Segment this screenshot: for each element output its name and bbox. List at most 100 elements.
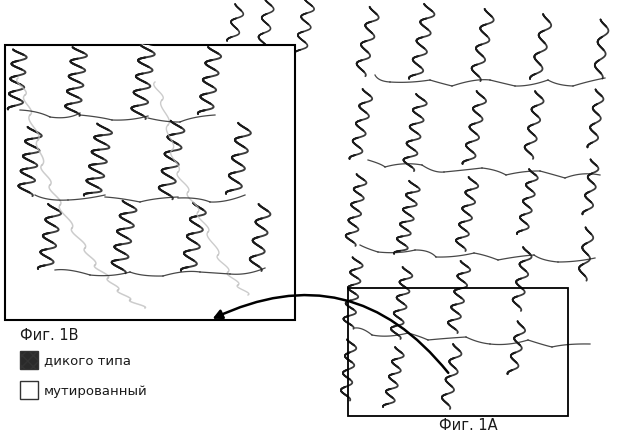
Polygon shape bbox=[93, 185, 98, 186]
Polygon shape bbox=[582, 212, 589, 214]
Polygon shape bbox=[202, 95, 210, 96]
Polygon shape bbox=[412, 129, 419, 131]
Polygon shape bbox=[589, 179, 595, 180]
Polygon shape bbox=[516, 281, 524, 282]
Polygon shape bbox=[539, 36, 547, 38]
Polygon shape bbox=[139, 114, 142, 115]
Polygon shape bbox=[227, 191, 236, 193]
Polygon shape bbox=[228, 39, 234, 41]
Polygon shape bbox=[525, 146, 533, 148]
Polygon shape bbox=[235, 140, 247, 142]
Polygon shape bbox=[520, 264, 528, 267]
Polygon shape bbox=[466, 144, 475, 146]
Polygon shape bbox=[264, 210, 268, 211]
Polygon shape bbox=[527, 150, 532, 152]
Polygon shape bbox=[184, 254, 196, 256]
Polygon shape bbox=[466, 212, 470, 214]
Polygon shape bbox=[199, 111, 207, 113]
Polygon shape bbox=[584, 244, 588, 245]
Polygon shape bbox=[266, 0, 273, 2]
Polygon shape bbox=[522, 326, 523, 327]
Polygon shape bbox=[449, 383, 453, 385]
Polygon shape bbox=[404, 161, 413, 163]
Polygon shape bbox=[356, 125, 365, 127]
Polygon shape bbox=[10, 95, 21, 96]
Polygon shape bbox=[27, 191, 28, 192]
Polygon shape bbox=[70, 61, 83, 62]
Polygon shape bbox=[401, 222, 408, 224]
Polygon shape bbox=[521, 215, 527, 217]
Polygon shape bbox=[392, 361, 399, 362]
Polygon shape bbox=[355, 276, 358, 277]
Polygon shape bbox=[530, 170, 538, 172]
Polygon shape bbox=[472, 180, 477, 181]
Polygon shape bbox=[120, 216, 132, 218]
Polygon shape bbox=[481, 31, 490, 32]
Polygon shape bbox=[353, 258, 362, 260]
Polygon shape bbox=[397, 296, 404, 298]
Polygon shape bbox=[19, 184, 29, 186]
Polygon shape bbox=[48, 222, 57, 224]
Polygon shape bbox=[361, 44, 370, 46]
Polygon shape bbox=[205, 101, 211, 102]
Polygon shape bbox=[532, 109, 540, 111]
Polygon shape bbox=[54, 208, 58, 209]
Polygon shape bbox=[513, 299, 521, 302]
Polygon shape bbox=[351, 271, 358, 272]
Polygon shape bbox=[165, 153, 176, 155]
Polygon shape bbox=[447, 378, 452, 379]
Polygon shape bbox=[545, 17, 550, 19]
Polygon shape bbox=[598, 41, 605, 42]
Polygon shape bbox=[75, 96, 77, 97]
Polygon shape bbox=[138, 60, 150, 62]
Polygon shape bbox=[389, 376, 397, 378]
Polygon shape bbox=[400, 281, 408, 283]
Polygon shape bbox=[402, 285, 408, 286]
Polygon shape bbox=[531, 125, 534, 126]
Polygon shape bbox=[453, 366, 456, 367]
Polygon shape bbox=[362, 103, 365, 104]
Polygon shape bbox=[299, 33, 305, 35]
Polygon shape bbox=[403, 208, 412, 211]
Polygon shape bbox=[191, 217, 200, 219]
Polygon shape bbox=[192, 233, 194, 234]
Polygon shape bbox=[358, 66, 365, 68]
Polygon shape bbox=[119, 251, 126, 252]
Polygon shape bbox=[422, 24, 430, 27]
Polygon shape bbox=[406, 163, 413, 165]
Polygon shape bbox=[413, 184, 417, 185]
Polygon shape bbox=[392, 363, 401, 365]
Polygon shape bbox=[162, 171, 175, 173]
Polygon shape bbox=[407, 213, 412, 215]
Polygon shape bbox=[515, 340, 522, 342]
Polygon shape bbox=[449, 321, 456, 323]
Polygon shape bbox=[404, 287, 406, 288]
Polygon shape bbox=[163, 173, 175, 175]
Polygon shape bbox=[343, 373, 351, 375]
Polygon shape bbox=[399, 281, 408, 283]
Polygon shape bbox=[592, 161, 598, 163]
Polygon shape bbox=[67, 92, 80, 94]
Polygon shape bbox=[344, 319, 353, 320]
Polygon shape bbox=[412, 76, 416, 77]
Polygon shape bbox=[364, 90, 372, 92]
Polygon shape bbox=[363, 90, 372, 92]
Polygon shape bbox=[446, 394, 447, 395]
Polygon shape bbox=[259, 37, 267, 38]
Polygon shape bbox=[418, 43, 426, 45]
Polygon shape bbox=[588, 177, 595, 178]
Polygon shape bbox=[399, 318, 401, 319]
Polygon shape bbox=[118, 245, 122, 246]
Polygon shape bbox=[95, 170, 100, 172]
Polygon shape bbox=[131, 108, 144, 111]
Polygon shape bbox=[591, 130, 598, 131]
Polygon shape bbox=[358, 121, 364, 123]
Polygon shape bbox=[9, 94, 20, 95]
Polygon shape bbox=[383, 406, 391, 407]
Polygon shape bbox=[600, 38, 603, 39]
Polygon shape bbox=[341, 390, 349, 392]
Polygon shape bbox=[476, 112, 481, 114]
Polygon shape bbox=[479, 53, 484, 54]
Polygon shape bbox=[363, 42, 369, 44]
Polygon shape bbox=[124, 202, 135, 205]
